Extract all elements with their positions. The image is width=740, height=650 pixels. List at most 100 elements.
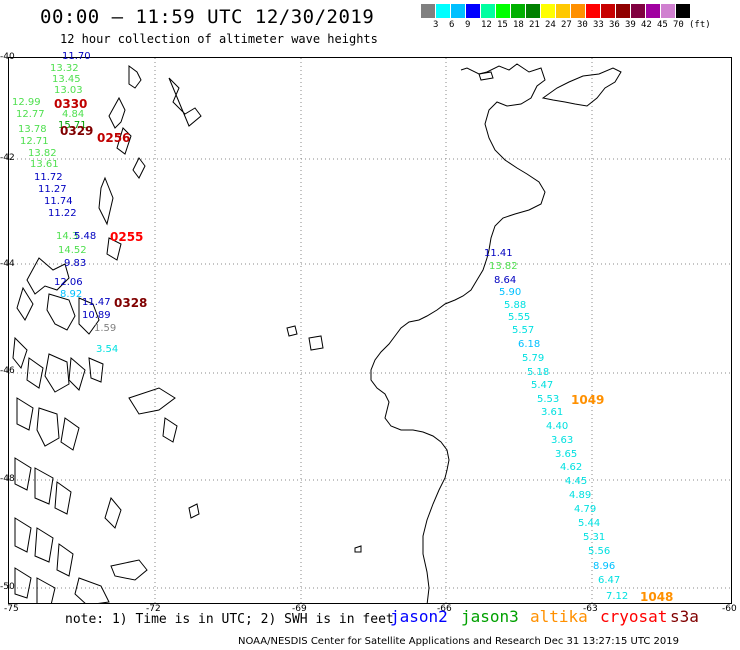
lat-label: -46	[0, 366, 15, 376]
scale-label: 15	[497, 20, 508, 30]
legend-item-jason2: jason2	[390, 607, 448, 626]
scale-label: 6	[449, 20, 455, 30]
wave-height-label: 5.56	[588, 546, 611, 557]
lon-label: -69	[292, 604, 307, 614]
wave-height-label: 11.70	[62, 51, 91, 62]
lake-4	[188, 503, 200, 519]
scale-label: 27	[561, 20, 572, 30]
scale-label: 9	[465, 20, 471, 30]
legend-item-s3a: s3a	[670, 607, 699, 626]
lat-label: -40	[0, 52, 15, 62]
scale-label: 12	[481, 20, 492, 30]
pass-time-label: 1049	[571, 393, 605, 407]
lat-label: -48	[0, 474, 15, 484]
wave-height-label: 8.92	[60, 289, 83, 300]
scale-swatch	[631, 4, 646, 18]
wave-height-label: 5.53	[537, 394, 560, 405]
peninsula-valdes	[541, 67, 622, 107]
wave-height-label: 7.12	[606, 591, 629, 602]
wave-height-label: 13.61	[30, 159, 59, 170]
lat-label: -42	[0, 153, 15, 163]
scale-label: 3	[433, 20, 439, 30]
map-title: 00:00 – 11:59 UTC 12/30/2019	[40, 6, 375, 28]
wave-height-label: 13.45	[52, 74, 81, 85]
lat-label: -44	[0, 259, 15, 269]
pass-time-label: 0328	[114, 296, 148, 310]
wave-height-label: 12.77	[16, 109, 45, 120]
lon-label: -75	[4, 604, 19, 614]
scale-label: 33	[593, 20, 604, 30]
wave-height-label: 3.61	[541, 407, 564, 418]
wave-height-label: 13.32	[50, 63, 79, 74]
wave-height-label: 4.45	[565, 476, 588, 487]
wave-height-label: 11.47	[82, 297, 111, 308]
lake-6	[110, 559, 148, 581]
wave-height-label: 13.82	[489, 261, 518, 272]
scale-label: 42	[641, 20, 652, 30]
lake-2	[308, 335, 324, 351]
wave-height-label: 11.41	[484, 248, 513, 259]
scale-label: 36	[609, 20, 620, 30]
scale-swatch	[571, 4, 586, 18]
wave-height-label: 5.47	[531, 380, 554, 391]
wave-height-label: 5.44	[578, 518, 601, 529]
scale-swatch	[496, 4, 511, 18]
wave-height-label: 3.54	[96, 344, 119, 355]
wave-height-label: 13.78	[18, 124, 47, 135]
lon-label: -60	[722, 604, 737, 614]
scale-swatch	[511, 4, 526, 18]
wave-height-label: 3.65	[555, 449, 578, 460]
wave-height-label: 1.59	[94, 323, 117, 334]
coastline-argentina	[370, 63, 546, 603]
scale-swatch	[541, 4, 556, 18]
wave-height-label: 15.71	[58, 120, 87, 131]
wave-height-label: 4.40	[546, 421, 569, 432]
wave-height-label: 11.74	[44, 196, 73, 207]
island-east-1	[478, 71, 494, 81]
lake-3	[128, 387, 176, 415]
wave-height-label: 12.06	[54, 277, 83, 288]
wave-height-label: 14.52	[58, 245, 87, 256]
scale-label: 45	[657, 20, 668, 30]
scale-swatch	[451, 4, 466, 18]
scale-label: 18	[513, 20, 524, 30]
wave-height-label: 4.62	[560, 462, 583, 473]
legend-item-altika: altika	[530, 607, 588, 626]
scale-swatch	[616, 4, 631, 18]
pass-time-label: 0255	[110, 230, 144, 244]
pass-time-label: 0330	[54, 97, 88, 111]
wave-height-label: 6.47	[598, 575, 621, 586]
lon-label: -72	[146, 604, 161, 614]
scale-swatch	[466, 4, 481, 18]
footer-credit: NOAA/NESDIS Center for Satellite Applica…	[238, 636, 680, 647]
wave-height-label: 11.27	[38, 184, 67, 195]
legend-item-cryosat: cryosat	[600, 607, 668, 626]
scale-swatch	[586, 4, 601, 18]
scale-label: 39	[625, 20, 636, 30]
scale-swatch	[676, 4, 691, 18]
wave-height-label: 3.63	[551, 435, 574, 446]
wave-height-label: 12.99	[12, 97, 41, 108]
wave-height-label: 6.18	[518, 339, 541, 350]
legend-item-jason3: jason3	[461, 607, 519, 626]
scale-swatch	[601, 4, 616, 18]
wave-height-label: 10.89	[82, 310, 111, 321]
wave-height-label: 4.84	[62, 109, 85, 120]
scale-label: 21	[529, 20, 540, 30]
wave-height-label: 5.57	[512, 325, 535, 336]
coastline-chile	[12, 65, 202, 603]
scale-swatch	[436, 4, 451, 18]
wave-height-label: 13.82	[28, 148, 57, 159]
lon-label: -63	[583, 604, 598, 614]
pass-time-label: 0329	[60, 124, 94, 138]
wave-height-label: 14.3	[56, 231, 79, 242]
scale-swatch	[481, 4, 496, 18]
scale-swatch	[556, 4, 571, 18]
wave-height-label: 5.90	[499, 287, 522, 298]
wave-height-label: 5.79	[522, 353, 545, 364]
scale-label: (ft)	[689, 20, 711, 30]
wave-height-label: 12.71	[20, 136, 49, 147]
pass-time-label: 1048	[640, 590, 674, 604]
wave-height-label: 11.72	[34, 172, 63, 183]
map-frame	[8, 57, 732, 604]
